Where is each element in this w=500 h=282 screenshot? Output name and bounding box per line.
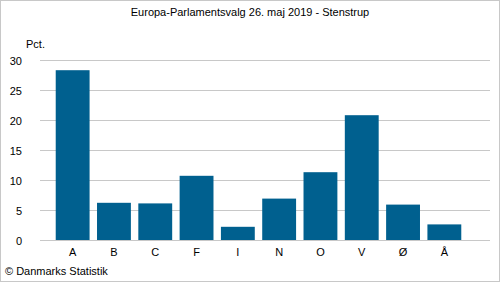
bar — [221, 227, 255, 240]
bar — [345, 115, 379, 240]
y-tick — [40, 90, 44, 91]
x-tick-label: O — [316, 246, 325, 258]
bar — [304, 172, 338, 240]
x-tick-label: C — [151, 246, 159, 258]
x-tick-label: A — [69, 246, 77, 258]
x-tick-label: I — [236, 246, 239, 258]
x-tick-label: V — [358, 246, 366, 258]
grid-line — [44, 150, 490, 151]
grid-line — [44, 240, 490, 241]
grid-line — [44, 180, 490, 181]
y-tick — [40, 60, 44, 61]
frame — [1, 1, 500, 282]
y-tick — [40, 150, 44, 151]
y-tick-label: 30 — [10, 55, 22, 67]
grid-line — [44, 60, 490, 61]
x-tick-label: Ø — [399, 246, 408, 258]
x-tick-label: N — [275, 246, 283, 258]
y-tick-label: 5 — [16, 205, 22, 217]
x-tick-label: F — [193, 246, 200, 258]
y-axis-label: Pct. — [26, 38, 45, 50]
title: Europa-Parlamentsvalg 26. maj 2019 - Ste… — [131, 6, 369, 18]
chart: Europa-Parlamentsvalg 26. maj 2019 - Ste… — [0, 0, 500, 282]
grid-line — [44, 120, 490, 121]
bar — [56, 70, 90, 240]
bar — [262, 199, 296, 240]
bar — [97, 203, 131, 240]
y-tick-label: 0 — [16, 235, 22, 247]
y-tick — [40, 120, 44, 121]
y-tick — [40, 210, 44, 211]
y-tick-label: 20 — [10, 115, 22, 127]
bar — [138, 203, 172, 240]
bars — [56, 70, 462, 240]
bar — [386, 205, 420, 240]
x-tick-label: Å — [441, 246, 449, 258]
y-tick-label: 15 — [10, 145, 22, 157]
y-tick — [40, 240, 44, 241]
source-note: © Danmarks Statistik — [5, 265, 108, 277]
y-tick-label: 25 — [10, 85, 22, 97]
x-tick-label: B — [110, 246, 117, 258]
grid-line — [44, 90, 490, 91]
bar — [427, 224, 461, 240]
bar — [180, 176, 214, 240]
y-tick — [40, 180, 44, 181]
y-tick-label: 10 — [10, 175, 22, 187]
